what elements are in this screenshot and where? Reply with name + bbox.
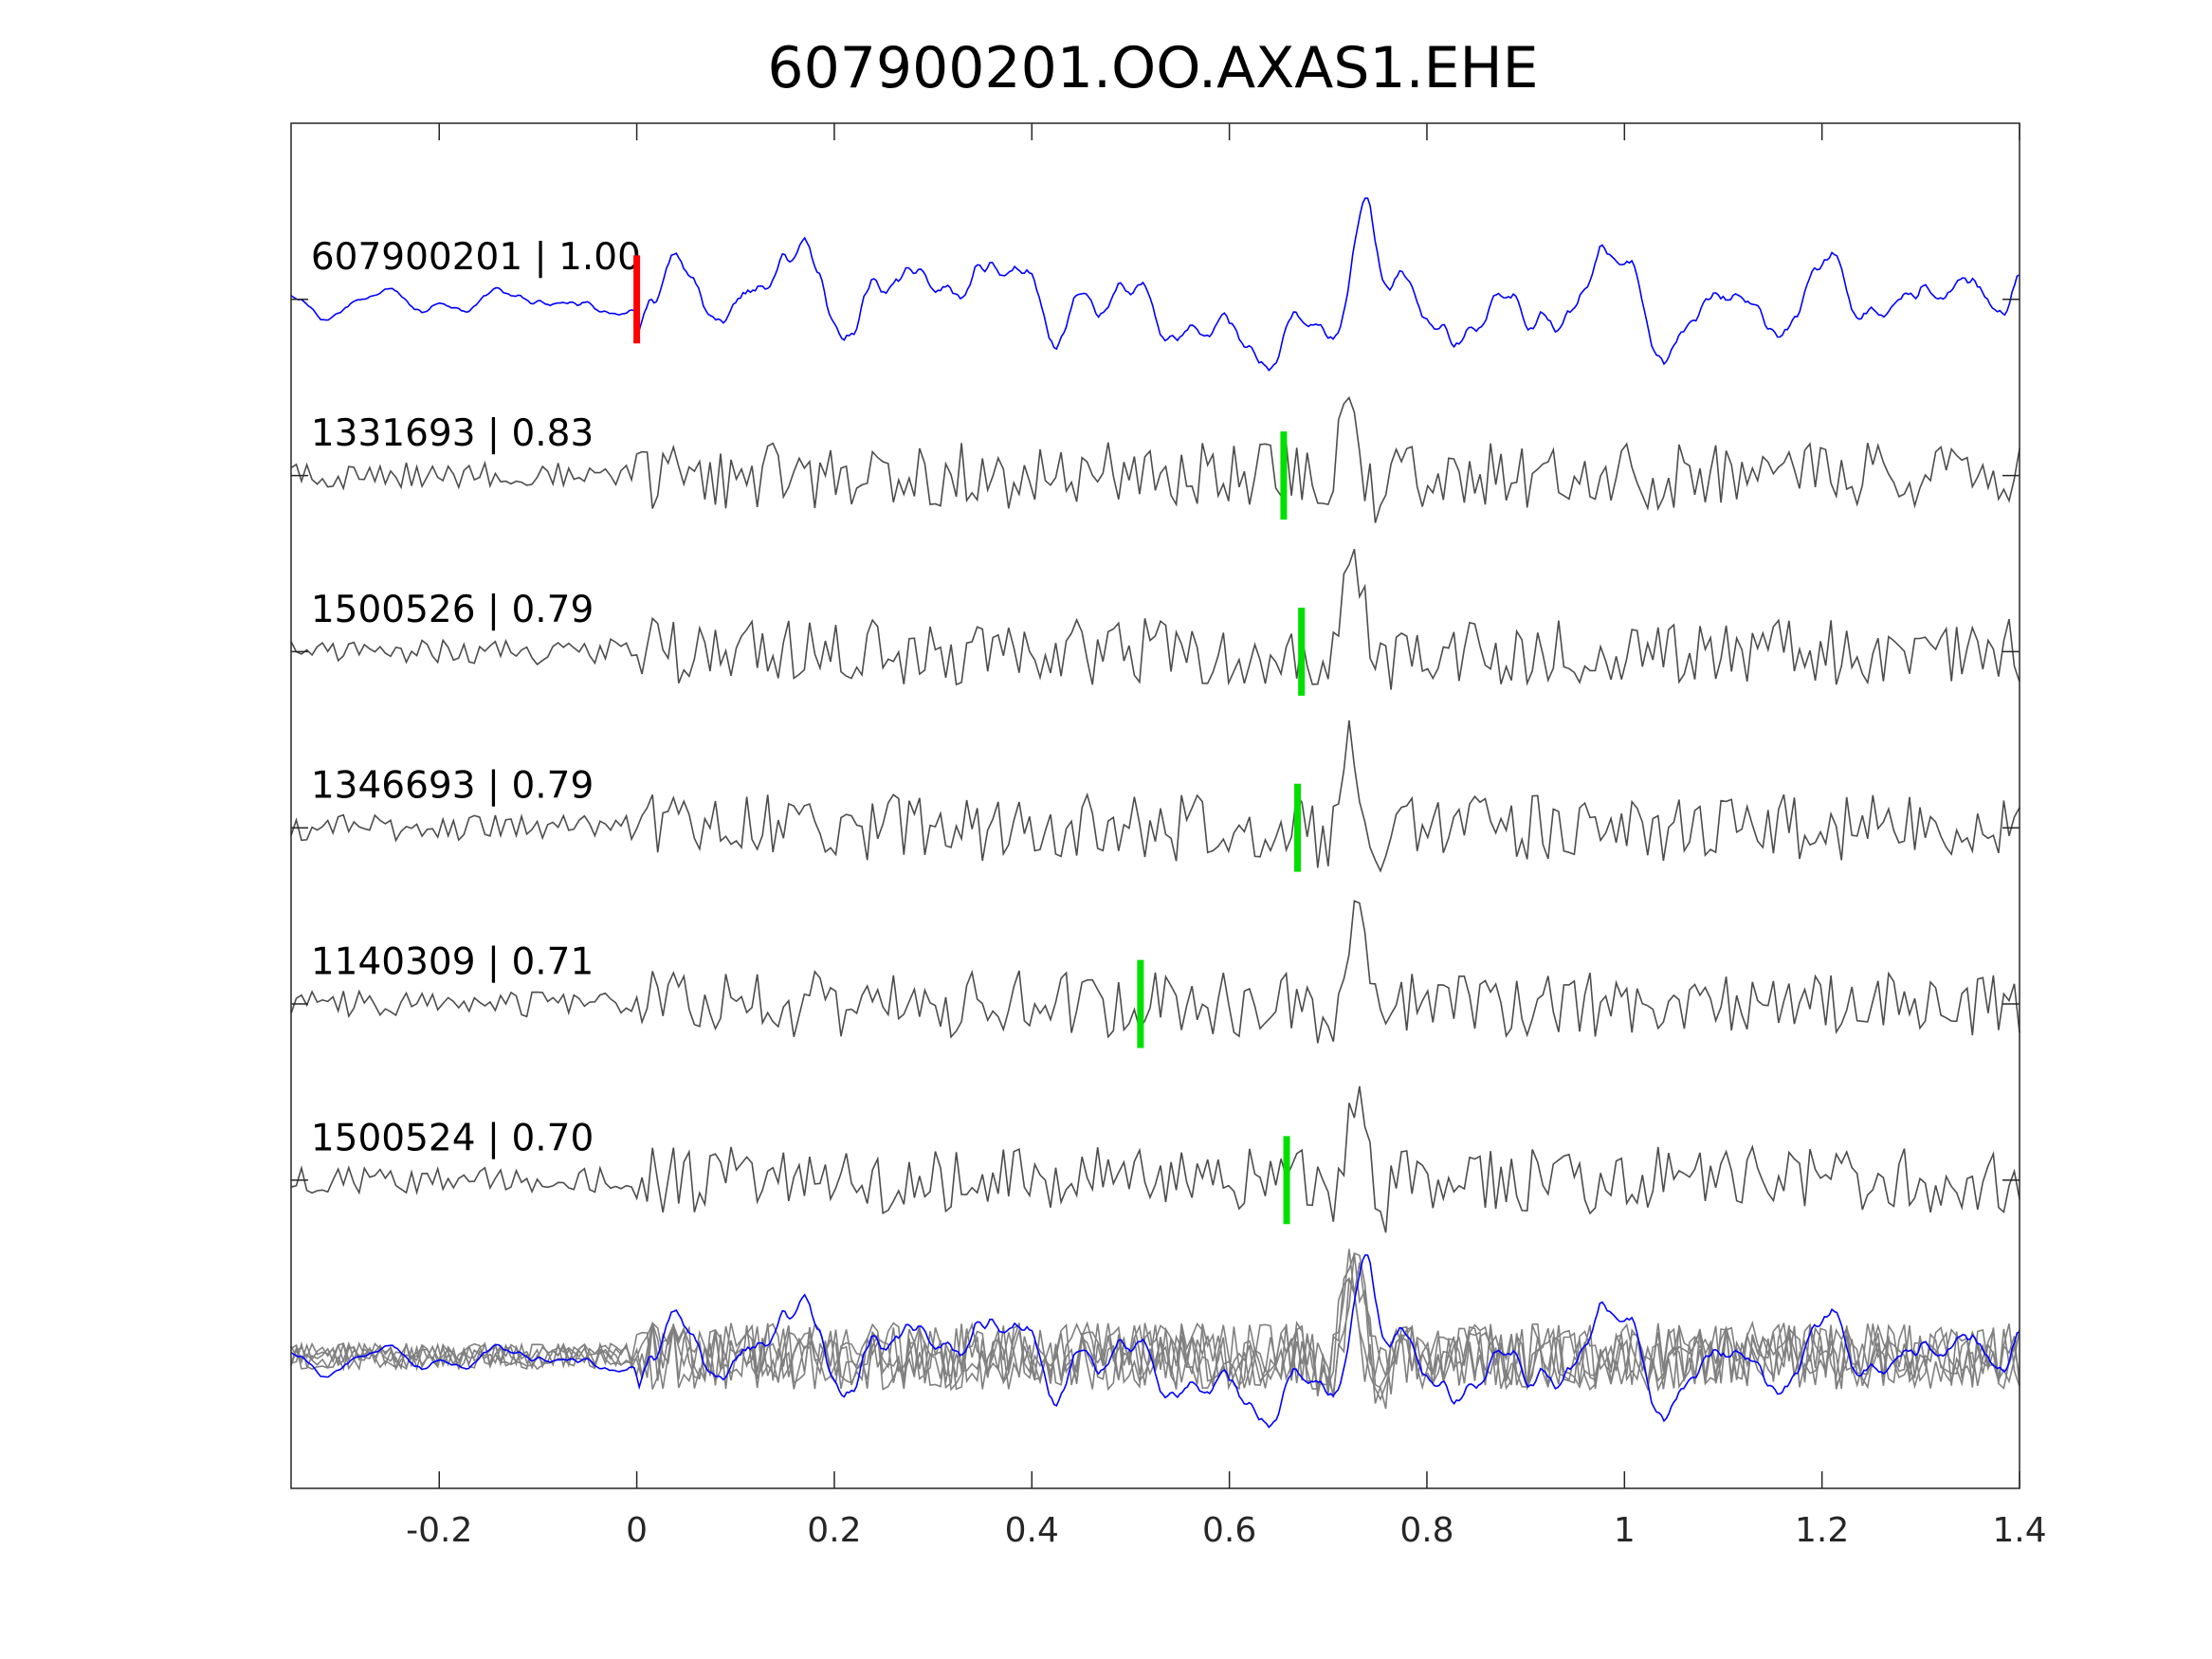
- stack-template-trace: [290, 1254, 2020, 1429]
- x-tick-label: -0.2: [406, 1511, 472, 1550]
- x-tick-label: 0.6: [1202, 1511, 1256, 1550]
- plot-frame: [290, 122, 2020, 1489]
- trace-label: 1331693 | 0.83: [311, 412, 594, 455]
- matched-trace: [290, 720, 2020, 873]
- matched-trace: [290, 395, 2020, 523]
- trace-label: 607900201 | 1.00: [311, 236, 641, 279]
- x-tick-label: 0.8: [1399, 1511, 1453, 1550]
- matched-trace: [290, 900, 2020, 1044]
- stack-trace: [290, 1262, 2020, 1410]
- trace-label: 1500526 | 0.79: [311, 589, 594, 631]
- chart-title: 607900201.OO.AXAS1.EHE: [767, 35, 1538, 101]
- x-tick-label: 1: [1614, 1511, 1636, 1550]
- template-trace: [290, 197, 2020, 372]
- trace-labels: 607900201 | 1.00 1331693 | 0.83 1500526 | …: [311, 236, 641, 1159]
- x-tick-label: 1.2: [1795, 1511, 1849, 1550]
- stack-trace: [290, 1249, 2020, 1402]
- x-tick-label: 0: [626, 1511, 648, 1550]
- matched-trace: [290, 548, 2020, 690]
- x-axis: -0.2 0 0.2 0.4 0.6 0.8 1 1.2 1.4: [406, 123, 2047, 1550]
- picks-layer: [633, 255, 1306, 1225]
- trace-label: 1140309 | 0.71: [311, 940, 594, 983]
- x-tick-label: 1.4: [1992, 1511, 2046, 1550]
- x-tick-label: 0.2: [807, 1511, 861, 1550]
- trace-label: 1500524 | 0.70: [311, 1117, 594, 1159]
- x-tick-label: 0.4: [1005, 1511, 1059, 1550]
- traces-layer: [290, 197, 2020, 1429]
- matched-trace: [290, 1085, 2020, 1233]
- trace-label: 1346693 | 0.79: [311, 765, 594, 808]
